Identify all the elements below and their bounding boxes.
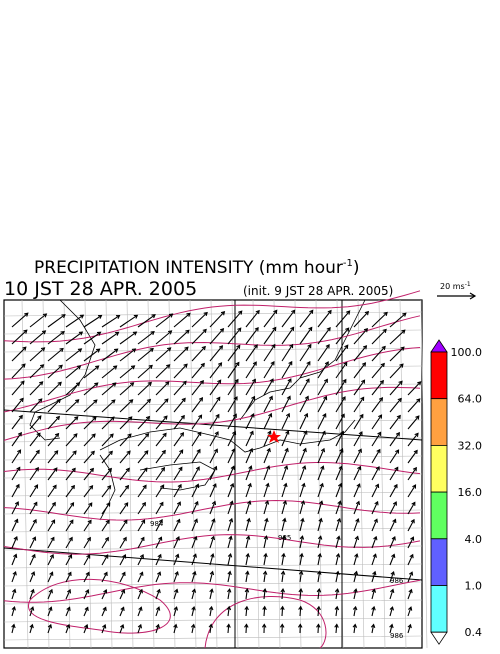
colorbar-label: 16.0 xyxy=(458,486,483,499)
contour-label: 984 xyxy=(150,520,164,528)
title: PRECIPITATION INTENSITY (mm hour-1) xyxy=(34,258,360,278)
colorbar-label: 4.0 xyxy=(465,533,483,546)
colorbar-segment xyxy=(431,492,447,539)
colorbar-label: 1.0 xyxy=(465,580,483,593)
title-main: PRECIPITATION INTENSITY (mm hour xyxy=(34,258,343,278)
valid-time: 10 JST 28 APR. 2005 xyxy=(4,278,197,300)
vector-key-exponent: -1 xyxy=(465,281,471,288)
colorbar-label: 100.0 xyxy=(451,346,483,359)
colorbar-over xyxy=(431,340,447,352)
colorbar-label: 0.4 xyxy=(465,626,483,639)
colorbar: 100.0 64.0 32.0 16.0 4.0 1.0 0.4 xyxy=(431,340,482,644)
title-exponent: -1 xyxy=(343,258,353,269)
colorbar-segment xyxy=(431,399,447,446)
vector-key-arrow xyxy=(437,293,475,299)
contour-label: 985 xyxy=(278,534,291,542)
title-close: ) xyxy=(353,258,360,278)
map-area: 984 985 986 986 xyxy=(4,291,427,648)
contour-label: 986 xyxy=(390,632,404,640)
colorbar-segment xyxy=(431,586,447,633)
init-time: (init. 9 JST 28 APR. 2005) xyxy=(243,284,393,298)
colorbar-segment xyxy=(431,445,447,492)
contour-label: 986 xyxy=(390,577,404,585)
colorbar-label: 64.0 xyxy=(458,393,483,406)
vector-key-unit: 20 ms xyxy=(440,282,465,291)
colorbar-segment xyxy=(431,352,447,399)
colorbar-under xyxy=(431,632,447,644)
colorbar-segment xyxy=(431,539,447,586)
vector-key-label: 20 ms-1 xyxy=(440,281,471,291)
colorbar-label: 32.0 xyxy=(458,439,483,452)
